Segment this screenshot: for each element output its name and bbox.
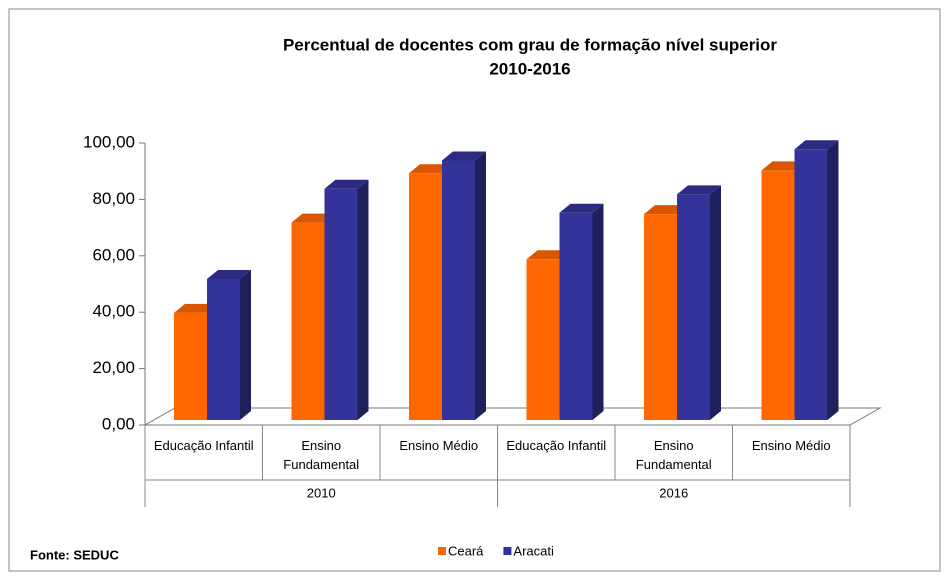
bar-top <box>207 270 251 279</box>
bar-front <box>409 173 442 420</box>
bar <box>442 151 486 420</box>
y-tick-label: 40,00 <box>92 302 135 321</box>
bar-front <box>324 188 358 420</box>
legend-swatch <box>503 547 512 555</box>
group-label: 2016 <box>659 485 688 500</box>
x-tick-label: Ensino Fundamental <box>635 438 712 472</box>
group-label: 2010 <box>307 485 336 500</box>
x-tick-label: Ensino Médio <box>751 438 831 453</box>
bar-front <box>291 222 325 420</box>
chart-subtitle: 2010-2016 <box>489 59 570 78</box>
bar-front <box>794 149 828 420</box>
bar-front <box>207 279 240 420</box>
legend-label: Aracati <box>513 543 554 558</box>
bar <box>794 140 839 420</box>
bar-front <box>442 160 475 420</box>
bar-front <box>559 212 593 420</box>
bar-side <box>357 179 369 420</box>
y-tick-label: 60,00 <box>92 245 135 264</box>
bar-front <box>644 214 677 420</box>
bar-side <box>592 203 604 420</box>
bar <box>559 203 604 420</box>
bar <box>207 270 251 420</box>
bar-front <box>526 259 560 420</box>
y-tick-label: 20,00 <box>92 358 135 377</box>
bar-top <box>442 151 486 161</box>
bar-side <box>475 151 486 420</box>
chart-title: Percentual de docentes com grau de forma… <box>283 35 777 54</box>
y-tick-label: 0,00 <box>102 414 135 433</box>
y-tick-label: 100,00 <box>83 132 135 151</box>
bar-top <box>324 179 369 189</box>
legend-label: Ceará <box>448 543 484 558</box>
bar-front <box>174 312 207 420</box>
x-tick-label: Ensino Fundamental <box>283 438 360 472</box>
bar-side <box>240 270 251 420</box>
bar-front <box>761 170 795 420</box>
bar-front <box>677 194 710 420</box>
bar-top <box>794 140 839 150</box>
legend-swatch <box>438 547 446 555</box>
bar-top <box>677 185 721 195</box>
bar-top <box>559 203 604 213</box>
bar <box>324 179 369 420</box>
bar <box>677 185 721 420</box>
bar-side <box>827 140 839 420</box>
x-tick-label: Ensino Médio <box>399 438 479 453</box>
bar-side <box>710 185 721 420</box>
source-note: Fonte: SEDUC <box>30 547 119 562</box>
x-tick-label: Educação Infantil <box>506 438 607 453</box>
y-tick-label: 80,00 <box>92 189 135 208</box>
x-tick-label: Educação Infantil <box>153 438 254 453</box>
